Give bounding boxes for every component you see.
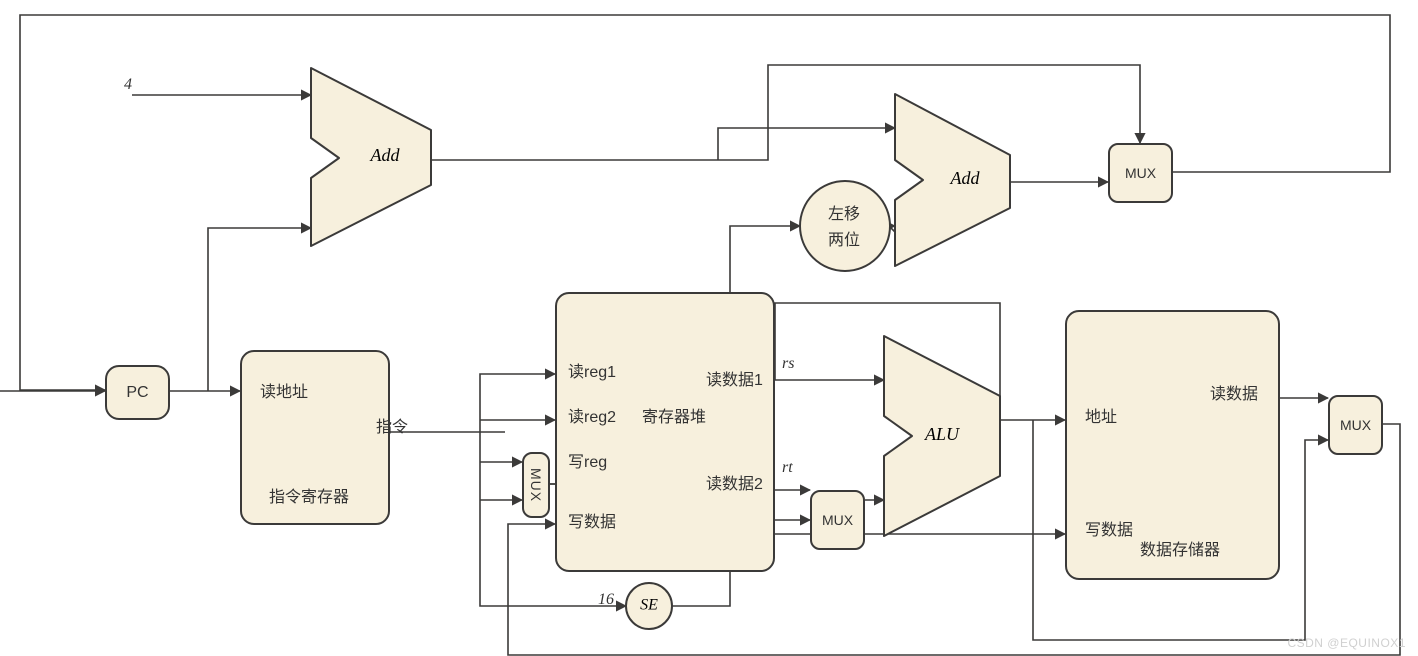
wire-8	[390, 374, 555, 432]
mux_br-block: MUX	[1108, 143, 1173, 203]
rt_tag-label: rt	[782, 459, 793, 477]
im_read-label: 读地址	[260, 378, 308, 402]
mux_reg-block: MUX	[522, 452, 550, 518]
rf_read1-label: 读reg1	[568, 358, 616, 382]
im_instr_out-label: 指令	[376, 413, 408, 437]
mux_reg-label: MUX	[528, 468, 544, 502]
add2-label: Add	[950, 168, 981, 188]
dm_title-label: 数据存储器	[1140, 536, 1220, 560]
im_title-label: 指令寄存器	[269, 483, 349, 507]
mux_alu-block: MUX	[810, 490, 865, 550]
rf_read2-label: 读reg2	[568, 403, 616, 427]
dm_addr-label: 地址	[1085, 403, 1117, 427]
watermark-text: CSDN @EQUINOX1	[1287, 636, 1406, 650]
shift_l2-label: 两位	[828, 226, 860, 250]
add1-label: Add	[370, 145, 401, 165]
wire-4	[431, 65, 1140, 160]
rf_wreg-label: 写reg	[568, 448, 607, 472]
mux_wb-block: MUX	[1328, 395, 1383, 455]
mux_alu-label: MUX	[822, 512, 853, 528]
four-label: 4	[124, 76, 132, 94]
rf_title-label: 寄存器堆	[642, 403, 706, 427]
alu-label: ALU	[924, 424, 960, 444]
mux_br-label: MUX	[1125, 165, 1156, 181]
dm_rdata-label: 读数据	[1210, 380, 1258, 404]
rf_rdata1-label: 读数据1	[706, 366, 763, 390]
wire-5	[718, 128, 895, 160]
pc-label: PC	[126, 384, 148, 402]
se-label: SE	[640, 597, 658, 614]
pc-block: PC	[105, 365, 170, 420]
rs_tag-label: rs	[782, 355, 794, 373]
shift_l1-label: 左移	[828, 200, 860, 224]
dm_wdata-label: 写数据	[1085, 516, 1133, 540]
mux_wb-label: MUX	[1340, 417, 1371, 433]
rf_rdata2-label: 读数据2	[706, 470, 763, 494]
sixteen-label: 16	[598, 591, 614, 609]
rf_wdata-label: 写数据	[568, 508, 616, 532]
